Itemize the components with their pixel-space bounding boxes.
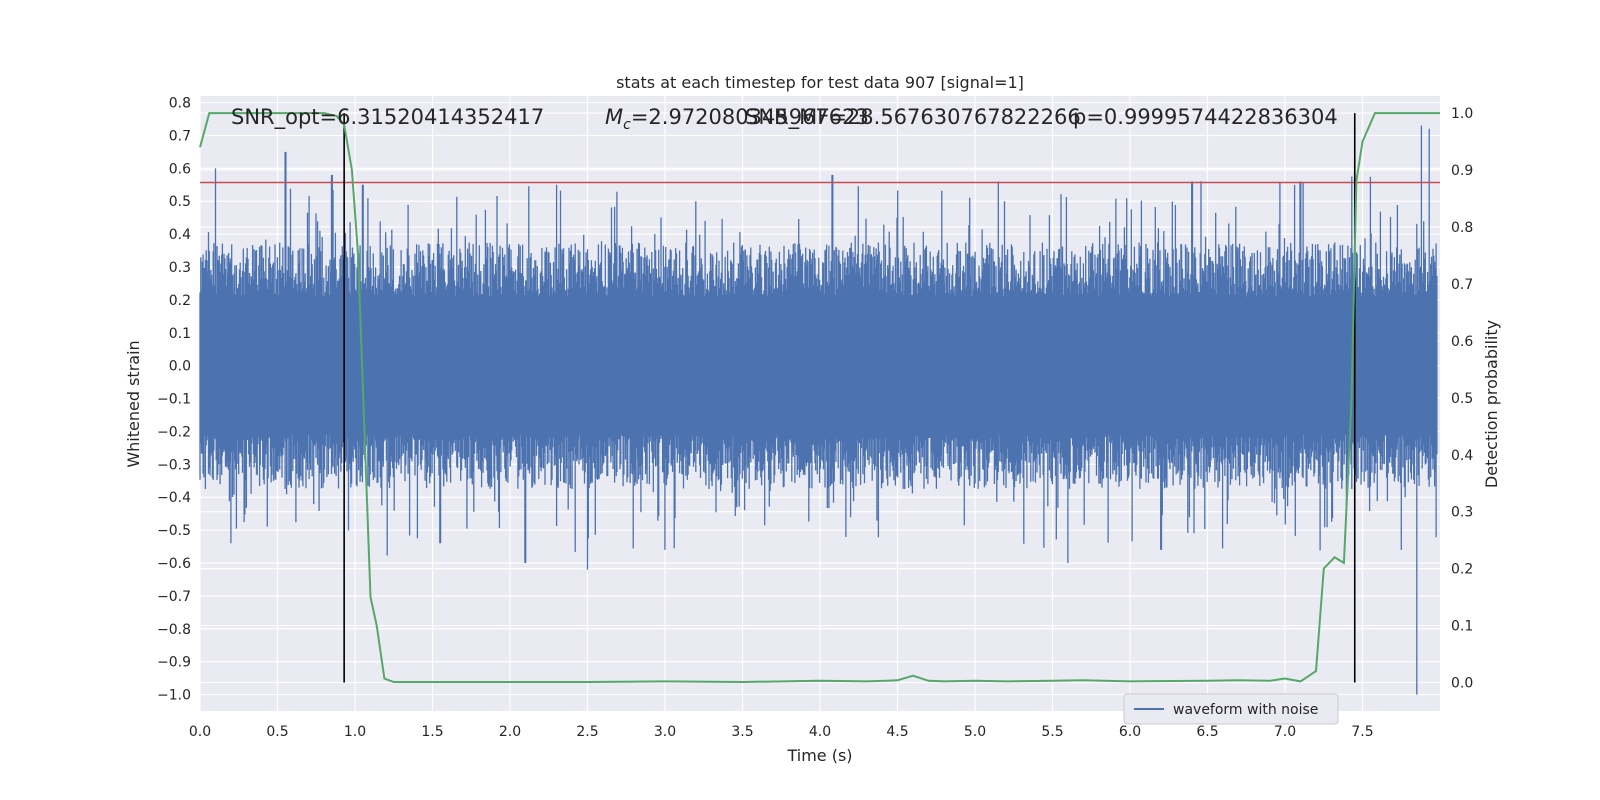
x-tick-label: 0.5	[266, 724, 288, 740]
y-left-tick-label: 0.4	[169, 227, 191, 243]
x-tick-label: 2.0	[499, 724, 521, 740]
y-left-tick-label: −0.4	[157, 490, 191, 506]
y-left-tick-label: −1.0	[157, 688, 191, 704]
y-right-tick-label: 0.7	[1451, 277, 1473, 293]
x-tick-label: 3.5	[731, 724, 753, 740]
x-tick-label: 0.0	[189, 724, 211, 740]
x-tick-label: 2.5	[576, 724, 598, 740]
y-right-tick-label: 0.5	[1451, 391, 1473, 407]
x-tick-label: 6.5	[1196, 724, 1218, 740]
detection-probability-line	[199, 112, 1440, 684]
y-right-tick-label: 0.2	[1451, 562, 1473, 578]
y-right-tick-label: 0.0	[1451, 676, 1473, 692]
y-left-tick-label: −0.9	[157, 655, 191, 671]
y-right-tick-label: 0.4	[1451, 448, 1473, 464]
x-tick-label: 1.5	[421, 724, 443, 740]
annotation-chirp-mass-symbol: M	[605, 105, 623, 129]
x-tick-label: 7.5	[1351, 724, 1373, 740]
y-left-tick-label: 0.6	[169, 161, 191, 177]
x-tick-label: 5.0	[964, 724, 986, 740]
x-tick-label: 7.0	[1274, 724, 1296, 740]
y-left-tick-label: 0.2	[169, 293, 191, 309]
waveform-series	[199, 125, 1438, 695]
y-right-tick-label: 0.3	[1451, 505, 1473, 521]
annotation-p-value: p=0.9999574422836304	[1073, 105, 1338, 129]
y-left-tick-label: 0.5	[169, 194, 191, 210]
annotation-snr-mf: SNR_MF=28.567630767822266	[745, 105, 1081, 130]
y-left-tick-label: 0.7	[169, 128, 191, 144]
y-left-tick-label: −0.8	[157, 622, 191, 638]
y-left-tick-labels: 0.8 0.7 0.6 0.5 0.4 0.3 0.2 0.1 0.0 −0.1 −0.2 −0.3 −…	[157, 96, 191, 704]
x-tick-label: 3.0	[654, 724, 676, 740]
y-right-tick-label: 0.6	[1451, 334, 1473, 350]
y-left-tick-label: 0.1	[169, 326, 191, 342]
annotation-chirp-mass-subscript: c	[623, 117, 631, 133]
y-left-tick-label: 0.3	[169, 260, 191, 276]
y-left-tick-label: 0.0	[169, 359, 191, 375]
x-tick-label: 5.5	[1041, 724, 1063, 740]
legend: waveform with noise	[1123, 693, 1339, 725]
x-tick-label: 4.5	[886, 724, 908, 740]
y-right-tick-label: 1.0	[1451, 106, 1473, 122]
y-left-tick-label: −0.5	[157, 523, 191, 539]
x-tick-label: 4.0	[809, 724, 831, 740]
y-right-tick-label: 0.1	[1451, 619, 1473, 635]
chart-title: stats at each timestep for test data 907…	[616, 73, 1024, 92]
y-left-tick-label: −0.2	[157, 424, 191, 440]
waveform-path	[199, 125, 1438, 695]
annotation-chirp-mass-value: =2.972080345967623	[631, 105, 869, 129]
annotation-chirp-mass: Mc=2.972080345967623	[605, 105, 869, 133]
y-left-tick-label: −0.3	[157, 457, 191, 473]
y-left-tick-label: 0.8	[169, 96, 191, 112]
y-left-tick-label: −0.7	[157, 589, 191, 605]
y-right-tick-label: 0.9	[1451, 163, 1473, 179]
y-right-axis-label: Detection probability	[1482, 320, 1501, 488]
annotation-snr-opt: SNR_opt=6.31520414352417	[231, 105, 544, 130]
x-tick-label: 6.0	[1119, 724, 1141, 740]
y-left-tick-label: −0.6	[157, 556, 191, 572]
x-tick-label: 1.0	[344, 724, 366, 740]
y-left-axis-label: Whitened strain	[124, 340, 143, 467]
legend-entry: waveform with noise	[1173, 702, 1318, 718]
legend-box	[1123, 693, 1339, 725]
y-right-tick-label: 0.8	[1451, 220, 1473, 236]
x-tick-labels: 0.0 0.5 1.0 1.5 2.0 2.5 3.0 3.5 4.0 4.5 5.0 5.5 6.0 6…	[189, 724, 1374, 740]
x-axis-label: Time (s)	[786, 746, 852, 765]
y-right-tick-labels: 1.0 0.9 0.8 0.7 0.6 0.5 0.4 0.3 0.2 0.1 0.0	[1451, 106, 1473, 691]
y-left-tick-label: −0.1	[157, 392, 191, 408]
